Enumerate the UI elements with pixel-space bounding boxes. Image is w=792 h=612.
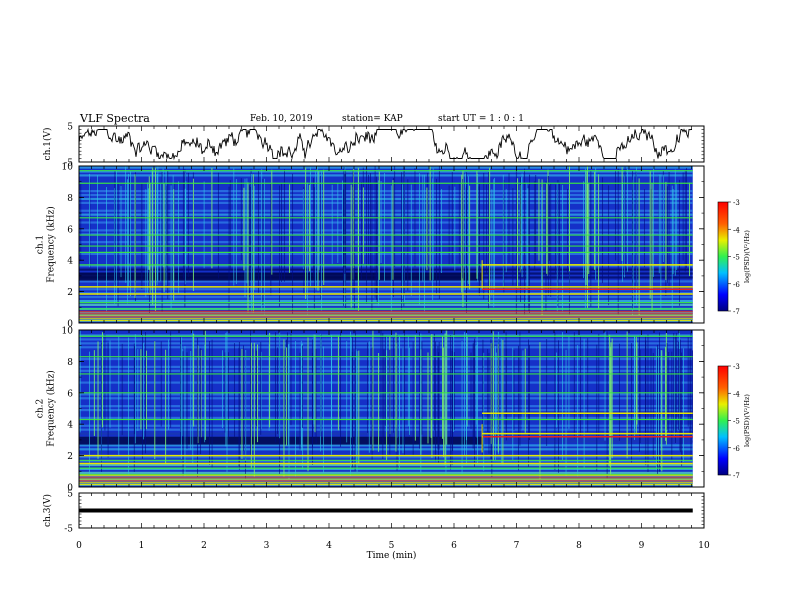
colorbar-tick-label: -7 [733,472,740,480]
y-tick-label: 4 [67,421,73,431]
colorbar-tick-label: -4 [733,226,740,234]
y-axis-label: ch.2Frequency (kHz) [36,370,57,447]
colorbar-tick-label: -5 [733,254,740,262]
colorbar-tick-label: -6 [733,445,740,453]
colorbar-tick-label: -6 [733,281,740,289]
ch2-colorbar: -3 -4 -5 -6 -7 log(PSD)(V²/Hz) [717,363,751,480]
x-tick-label: 5 [389,541,395,551]
colorbar-tick-label: -3 [733,199,740,207]
y-tick-label: 0 [67,484,73,494]
x-tick-label: 8 [576,541,582,551]
y-tick-label: 10 [62,327,74,337]
x-tick-label: 2 [201,541,207,551]
spectrogram-texture [79,334,693,486]
y-tick-label: -5 [64,159,73,169]
y-tick-label: 0 [67,320,73,330]
x-tick-label: 7 [514,541,520,551]
x-tick-label: 9 [639,541,645,551]
date-label: Feb. 10, 2019 [250,114,313,124]
y-axis-label: ch.1Frequency (kHz) [36,206,57,283]
figure-title: VLF Spectra [80,112,150,125]
y-axis-label: ch.3(V) [42,494,53,527]
x-tick-label: 10 [698,541,710,551]
ch1-waveform-line [78,127,692,161]
y-tick-label: 5 [67,123,73,133]
colorbar-tick-label: -4 [733,390,740,398]
colorbar-gradient [717,365,729,476]
x-tick-label: 0 [76,541,82,551]
y-tick-label: 6 [67,225,73,235]
ch2-spectrogram-panel: 0 2 4 6 8 10 ch.2Frequency (kHz) [36,327,705,494]
colorbar-label: log(PSD)(V²/Hz) [743,394,751,447]
ch1-spectrogram-panel: 0 2 4 6 8 10 ch.1Frequency (kHz) [36,163,705,330]
y-tick-label: -5 [64,525,73,535]
colorbar-gradient [717,201,729,312]
y-tick-label: 4 [67,257,73,267]
y-tick-label: 2 [67,452,73,462]
x-tick-label: 6 [451,541,457,551]
x-tick-label: 3 [264,541,270,551]
colorbar-tick-label: -7 [733,308,740,316]
x-axis-label: Time (min) [367,550,417,561]
y-tick-label: 6 [67,389,73,399]
x-tick-label: 1 [139,541,145,551]
y-tick-label: 10 [62,163,74,173]
ch1-waveform-frame [78,125,705,163]
dark-band [79,272,483,281]
start-time-label: start UT = 1 : 0 : 1 [438,114,524,124]
colorbar-tick-label: -3 [733,363,740,371]
ch3-waveform-panel: 5 -5 ch.3(V) [42,490,705,535]
y-axis-label: ch.1(V) [42,128,53,161]
station-label: station= KAP [342,114,403,124]
y-tick-label: 8 [67,358,73,368]
ch1-colorbar: -3 -4 -5 -6 -7 log(PSD)(V²/Hz) [717,199,751,316]
colorbar-label: log(PSD)(V²/Hz) [743,230,751,283]
colorbar-tick-label: -5 [733,418,740,426]
y-tick-label: 2 [67,288,73,298]
y-tick-label: 8 [67,194,73,204]
ch1-waveform-panel: 5 -5 ch.1(V) [42,123,705,169]
x-tick-label: 4 [326,541,332,551]
dark-band [79,436,483,445]
time-axis: 0 1 2 3 4 5 6 7 8 9 10 Time (min) [76,541,710,561]
y-tick-label: 5 [67,490,73,500]
